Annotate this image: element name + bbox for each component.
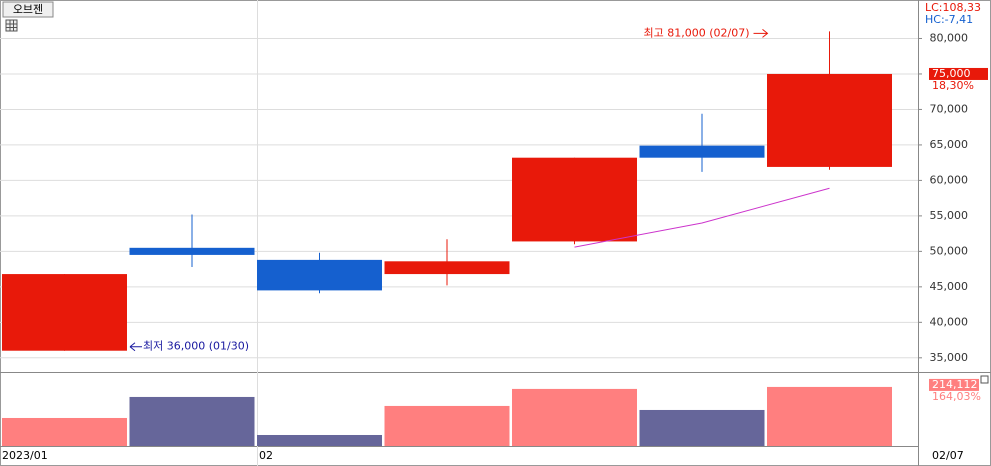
y-tick-label: 70,000 [930,102,969,115]
high-arrow [753,28,769,38]
volume-bar [639,409,765,446]
x-tick-label: 02 [259,449,273,462]
y-tick-label: 60,000 [930,173,969,186]
low-arrow [129,342,142,352]
low-annotation: 최저 36,000 (01/30) [143,340,249,353]
candle-body [129,247,255,255]
y-tick-label: 50,000 [930,244,969,257]
last-price-box [929,67,988,80]
lc-label: LC:108,33 [925,1,981,14]
y-tick-label: 55,000 [930,209,969,222]
volume-change-label: 164,03% [932,390,981,403]
last-price-label: 75,000 [932,67,971,80]
y-tick-label: 45,000 [930,280,969,293]
candle-body [2,274,127,351]
x-tick-label: 2023/01 [2,449,48,462]
y-tick-label: 65,000 [930,138,969,151]
volume-bar [2,417,127,446]
candle-body [257,259,382,291]
table-icon[interactable] [5,19,18,32]
label-bg [922,2,990,26]
candle-body [639,145,765,158]
hc-label: HC:-7,41 [925,13,973,26]
candle-body [512,157,637,242]
volume-label-box [929,378,979,391]
last-change-label: 18,30% [932,79,974,92]
candle-body [384,261,510,275]
y-tick-label: 40,000 [930,315,969,328]
y-tick-label: 35,000 [930,351,969,364]
volume-bar [767,386,892,446]
last-date: 02/07 [932,449,964,462]
table-icon-lines [6,20,17,31]
close-button [980,375,989,384]
moving-average [574,187,830,248]
volume-bar [512,388,637,446]
y-tick-label: 80,000 [930,31,969,44]
stock-name[interactable]: 오브젠 [13,3,43,16]
high-annotation: 최고 81,000 (02/07) [643,26,749,39]
volume-bar [257,434,382,446]
volume-value-label: 214,112 [932,378,978,391]
candle-body [767,73,892,167]
volume-bar [129,396,255,446]
volume-bar [384,405,510,446]
stock-name-box[interactable] [2,1,54,18]
